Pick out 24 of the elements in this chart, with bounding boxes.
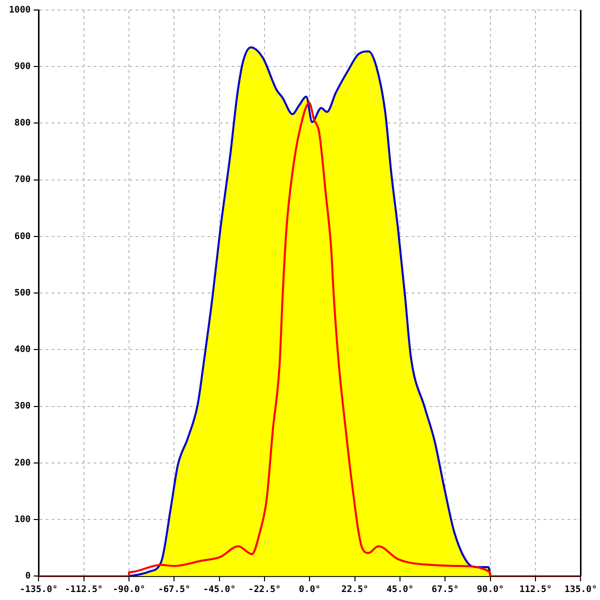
x-tick-label: 67.5°	[432, 584, 459, 595]
x-tick-label: -67.5°	[158, 584, 190, 595]
y-tick-label: 0	[25, 572, 31, 582]
x-tick-label: 112.5°	[519, 584, 552, 595]
x-tick-label: 45.0°	[386, 584, 414, 595]
x-tick-label: -22.5°	[248, 584, 281, 595]
x-tick-label: -135.0°	[20, 584, 58, 595]
y-tick-label: 200	[14, 458, 31, 468]
x-tick-label: 90.0°	[476, 584, 504, 595]
y-tick-label: 800	[14, 118, 31, 129]
y-tick-label: 900	[14, 62, 31, 72]
x-tick-label: -90.0°	[112, 584, 146, 595]
y-tick-label: 700	[14, 175, 31, 186]
y-tick-label: 600	[14, 232, 31, 242]
x-tick-label: -112.5°	[64, 584, 103, 595]
x-tick-label: -45.0°	[203, 584, 236, 595]
x-tick-label: 135.0°	[564, 584, 597, 595]
y-tick-label: 100	[14, 514, 31, 525]
y-tick-label: 1000	[8, 5, 31, 16]
x-tick-label: 22.5°	[341, 584, 368, 595]
y-tick-label: 500	[14, 288, 31, 298]
y-tick-label: 400	[14, 345, 31, 356]
x-tick-label: 0.0°	[298, 584, 321, 595]
y-tick-label: 300	[14, 402, 31, 412]
